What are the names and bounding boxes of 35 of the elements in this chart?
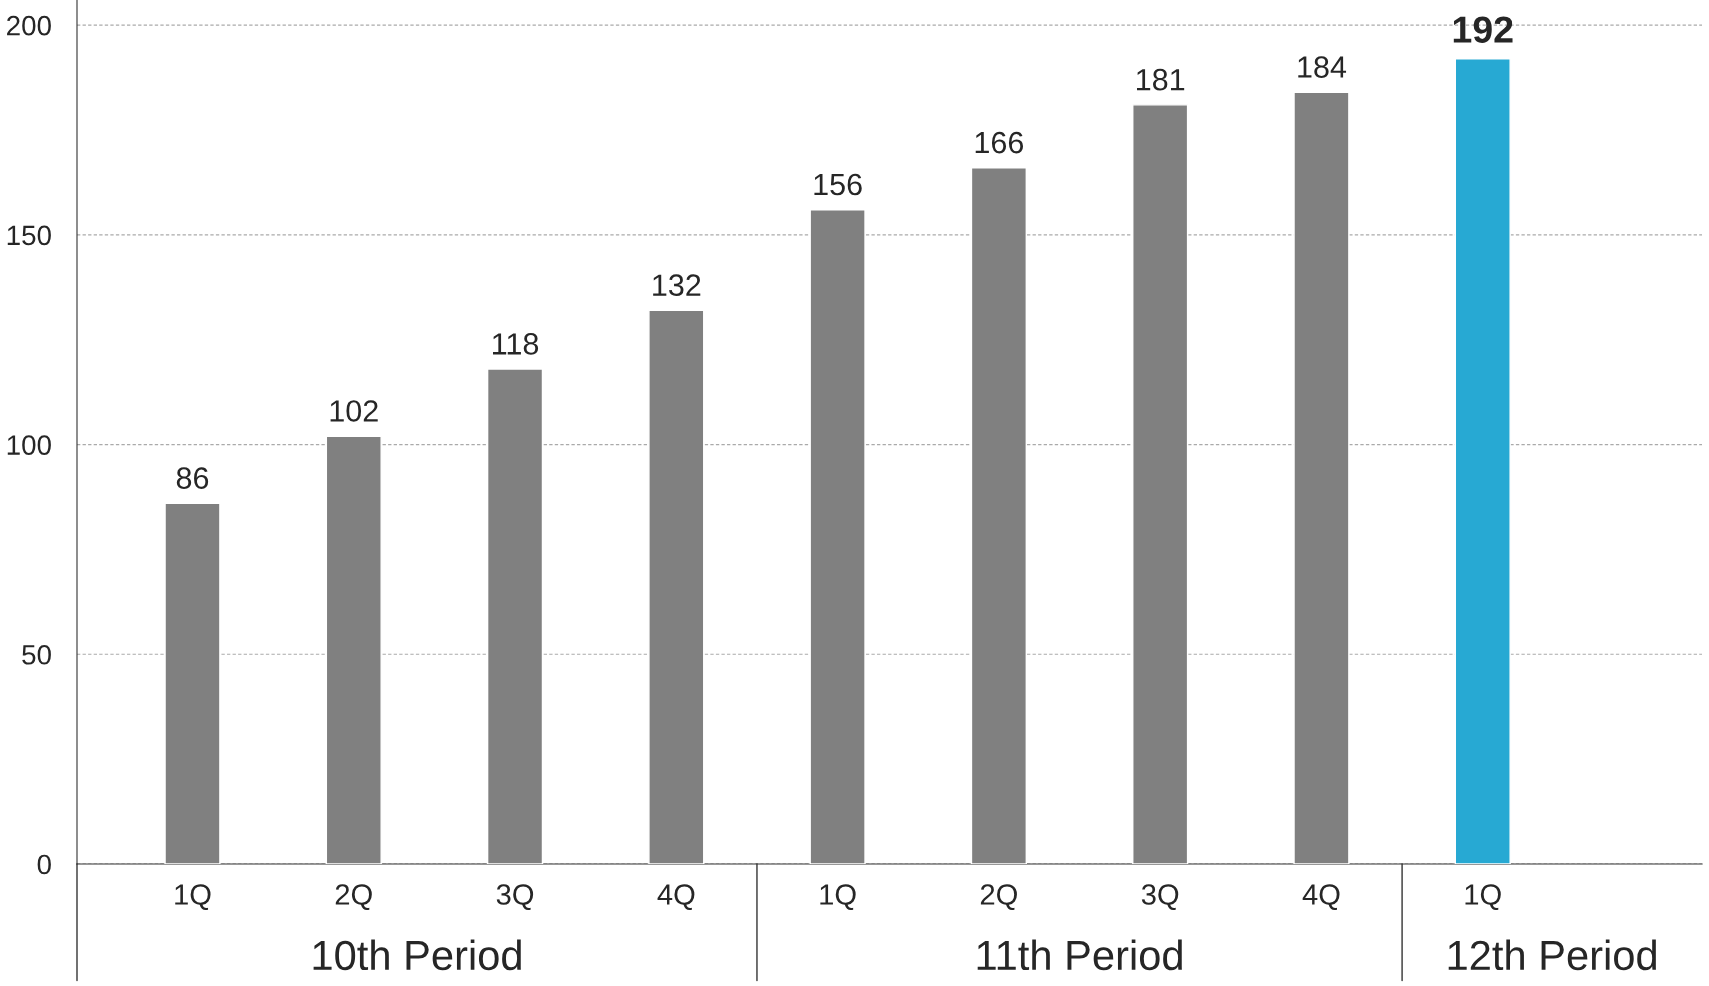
x-tick-label: 3Q <box>1141 884 1179 911</box>
x-tick-label: 1Q <box>820 884 856 911</box>
data-label: 156 <box>814 173 862 196</box>
text: 11th Period <box>977 939 1182 971</box>
bar <box>809 209 866 864</box>
data-label: 166 <box>975 131 1024 154</box>
data-label: 181 <box>1137 68 1185 91</box>
x-tick-label: 1Q <box>175 884 211 911</box>
data-label: 184 <box>1298 56 1347 78</box>
bar <box>970 167 1027 864</box>
x-tick-label: 4Q <box>1302 884 1340 911</box>
y-tick-label: 200 <box>7 15 51 36</box>
bar <box>648 309 705 864</box>
text: 10th Period <box>313 939 521 971</box>
x-tick-label: 2Q <box>980 884 1017 911</box>
bar <box>486 368 544 864</box>
bar <box>1293 91 1350 864</box>
data-label: 192 <box>1453 16 1513 43</box>
bar <box>1454 58 1511 864</box>
x-tick-label: 2Q <box>335 884 372 911</box>
y-tick-label: 150 <box>7 225 51 246</box>
bar <box>164 502 221 864</box>
x-tick-label: 4Q <box>657 884 695 911</box>
data-label: 102 <box>330 400 378 422</box>
text: 12th Period <box>1448 939 1656 971</box>
data-label: 118 <box>493 333 539 355</box>
y-tick-label: 50 <box>22 644 51 665</box>
y-tick-label: 100 <box>7 435 51 455</box>
x-tick-label: 3Q <box>496 884 534 911</box>
x-tick-label: 1Q <box>1465 884 1501 911</box>
data-label: 132 <box>653 274 701 296</box>
y-tick-label: 0 <box>37 854 51 875</box>
bar <box>1132 104 1189 864</box>
data-label: 86 <box>176 467 209 489</box>
bar <box>325 435 382 864</box>
